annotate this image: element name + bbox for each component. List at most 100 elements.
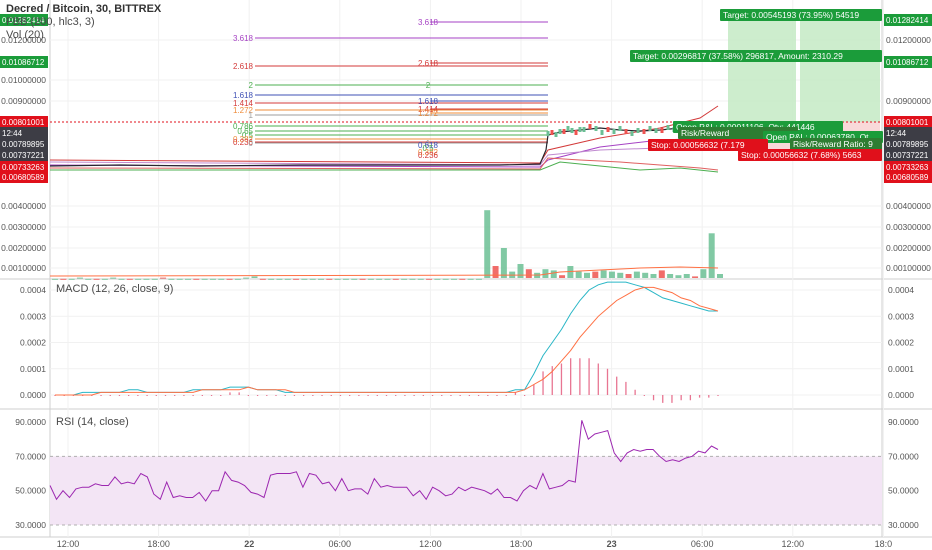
fib-level-label: 0.236 xyxy=(418,151,439,160)
time-axis-label: 18:00 xyxy=(147,539,170,549)
volume-bar xyxy=(160,277,167,279)
volume-bar xyxy=(218,278,225,280)
right-price-tag: 0.00801001 xyxy=(886,118,929,127)
volume-bar xyxy=(492,266,499,278)
left-price-tag: 12:44 xyxy=(2,129,23,138)
right-price-tag: 0.00737221 xyxy=(886,151,929,160)
left-price-tag-bg xyxy=(0,161,48,173)
volume-bar xyxy=(675,275,682,278)
left-price-tag: 0.00789895 xyxy=(2,140,45,149)
fib-level-label: 1.414 xyxy=(418,105,439,114)
time-axis-label: 06:00 xyxy=(691,539,714,549)
price-candle xyxy=(578,127,582,132)
volume-bar xyxy=(276,278,283,280)
volume-bar xyxy=(459,278,466,280)
volume-ma-line xyxy=(49,266,719,277)
price-candle xyxy=(636,128,640,133)
macd-axis-label: 0.0003 xyxy=(20,311,46,321)
position-stop-label: Stop: 0.00056632 (7.179 xyxy=(651,140,745,150)
rsi-axis-label: 90.0000 xyxy=(15,417,46,427)
right-price-tag-bg xyxy=(884,14,932,26)
fib-level-label: 1 xyxy=(426,139,431,148)
volume-bar xyxy=(584,272,590,278)
volume-bar xyxy=(426,278,433,280)
volume-bar xyxy=(525,269,532,278)
volume-bar xyxy=(559,275,566,278)
macd-legend[interactable]: MACD (12, 26, close, 9) xyxy=(56,283,174,295)
fib-level-label: 1.272 xyxy=(418,109,439,118)
volume-bar xyxy=(550,270,557,278)
left-price-tag: 0.00680589 xyxy=(2,173,45,182)
rsi-axis-label: 70.0000 xyxy=(888,451,919,461)
price-axis-label: 0.00200000 xyxy=(1,243,46,253)
volume-bar xyxy=(201,278,208,280)
fib-level-label: 3.618 xyxy=(418,18,439,27)
volume-bar xyxy=(600,270,607,278)
fib-level-label: 2 xyxy=(426,81,431,90)
volume-bar xyxy=(451,278,457,280)
volume-bar xyxy=(185,278,191,280)
left-price-tag: 0.01086712 xyxy=(2,58,45,67)
volume-bar xyxy=(500,248,507,278)
macd-axis-label: 0.0000 xyxy=(20,390,46,400)
fib-level-label: 0.236 xyxy=(233,138,254,147)
time-axis-label: 06:00 xyxy=(329,539,352,549)
volume-bar xyxy=(592,271,599,278)
macd-axis-label: 0.0001 xyxy=(20,364,46,374)
price-legend: Decred / Bitcoin, 30, BITTREX FBB (200, … xyxy=(6,3,161,42)
price-candle xyxy=(570,128,574,133)
price-candle xyxy=(546,131,550,136)
long-position-target-zone xyxy=(728,10,796,122)
rsi-axis-label: 50.0000 xyxy=(15,486,46,496)
volume-bar xyxy=(309,278,316,280)
volume-bar xyxy=(334,278,341,280)
volume-bar xyxy=(484,210,491,278)
time-axis-label: 23 xyxy=(607,539,617,549)
right-price-tag-bg xyxy=(884,138,932,150)
fib-level-label: 1.618 xyxy=(233,91,254,100)
volume-bar xyxy=(243,277,250,279)
right-price-tag-bg xyxy=(884,56,932,68)
price-candle xyxy=(558,129,562,134)
left-price-tag-bg xyxy=(0,138,48,150)
fib-level-label: 0.382 xyxy=(418,148,439,157)
macd-axis-label: 0.0003 xyxy=(888,311,914,321)
rsi-axis-label: 90.0000 xyxy=(888,417,919,427)
volume-bar xyxy=(226,278,233,280)
fib-level-label: 0.786 xyxy=(233,122,254,131)
long-position-target-zone xyxy=(800,10,880,122)
right-price-tag-bg xyxy=(884,161,932,173)
price-candle xyxy=(660,128,664,133)
volume-bar xyxy=(642,272,649,278)
time-axis-label: 12:00 xyxy=(782,539,805,549)
price-candle xyxy=(654,128,658,133)
fib-level-label: 0.382 xyxy=(233,135,254,144)
volume-bar xyxy=(567,266,574,278)
position-stop-label-bg xyxy=(648,139,768,151)
volume-bar xyxy=(359,278,366,280)
volume-bar xyxy=(392,278,399,280)
volume-study-label[interactable]: Vol (20) xyxy=(6,29,44,41)
position-risk-reward-label: Risk/Reward xyxy=(681,128,729,138)
volume-bar xyxy=(717,274,723,278)
volume-bar xyxy=(667,274,674,278)
volume-bar xyxy=(342,278,349,280)
volume-bar xyxy=(700,269,707,278)
price-axis-label: 0.00300000 xyxy=(1,222,46,232)
volume-bar xyxy=(542,269,549,278)
price-candle xyxy=(566,126,570,131)
volume-bar xyxy=(467,278,474,280)
volume-bar xyxy=(692,276,699,278)
rsi-line xyxy=(49,420,719,502)
volume-bar xyxy=(176,278,183,280)
fib-level-label: 1.414 xyxy=(233,99,254,108)
position-target-label: Target: 0.00296817 (37.58%) 296817, Amou… xyxy=(633,51,843,61)
fbb-study-label[interactable]: FBB (200, hlc3, 3) xyxy=(6,16,95,28)
fib-level-label: 3.618 xyxy=(233,34,254,43)
fib-level-label: 0.65 xyxy=(237,127,253,136)
rsi-legend[interactable]: RSI (14, close) xyxy=(56,416,129,428)
position-risk-reward-label: Risk/Reward Ratio: 9 xyxy=(793,139,873,149)
price-candle xyxy=(582,127,586,132)
